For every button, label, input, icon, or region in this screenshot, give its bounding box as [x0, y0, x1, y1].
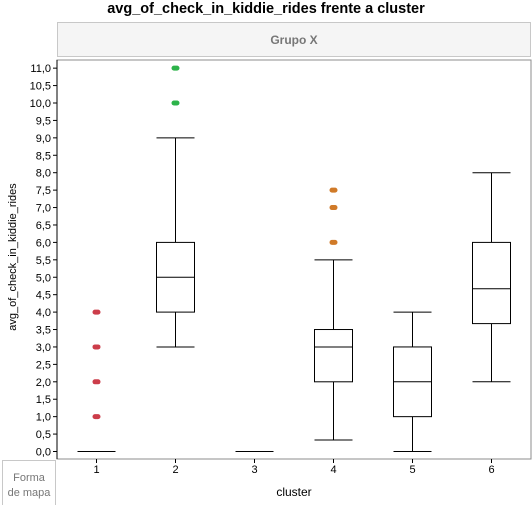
outlier-point [171, 100, 180, 106]
y-tick-label: 11,0 [30, 63, 51, 75]
x-tick-label: 6 [488, 464, 494, 476]
y-tick-label: 9,0 [36, 133, 51, 145]
y-tick-label: 7,0 [36, 203, 51, 215]
outlier-point [92, 414, 101, 420]
y-tick-label: 1,5 [36, 394, 51, 406]
x-tick-label: 2 [172, 464, 178, 476]
y-tick-label: 4,0 [36, 307, 51, 319]
y-tick-label: 7,5 [36, 185, 51, 197]
x-tick-label: 4 [330, 464, 336, 476]
y-tick-label: 10,5 [30, 81, 51, 93]
plot-frame [56, 59, 532, 460]
map-shape-label-line2: de mapa [7, 487, 51, 499]
y-tick-label: 0,0 [36, 447, 51, 459]
y-tick-label: 9,5 [36, 115, 51, 127]
y-tick-label: 1,0 [36, 412, 51, 424]
x-axis-label: cluster [276, 485, 312, 499]
y-tick-label: 6,5 [36, 220, 51, 232]
y-tick-label: 3,0 [36, 342, 51, 354]
y-tick-label: 6,0 [36, 237, 51, 249]
outlier-point [92, 344, 101, 350]
y-tick-label: 8,5 [36, 150, 51, 162]
y-tick-label: 8,0 [36, 168, 51, 180]
outlier-point [92, 309, 101, 315]
outlier-point [329, 187, 338, 193]
y-tick-label: 5,0 [36, 272, 51, 284]
y-tick-label: 0,5 [36, 429, 51, 441]
x-tick-label: 5 [409, 464, 415, 476]
outlier-point [329, 239, 338, 245]
box-iqr [314, 329, 353, 383]
y-tick-label: 2,0 [36, 377, 51, 389]
y-tick-label: 10,0 [30, 98, 51, 110]
outlier-point [329, 205, 338, 211]
map-shape-label-line1: Forma [13, 472, 45, 484]
y-tick-label: 4,5 [36, 290, 51, 302]
outlier-point [92, 379, 101, 385]
map-shape-zone[interactable]: Forma de mapa [2, 460, 56, 505]
x-tick-label: 3 [251, 464, 257, 476]
y-tick-label: 5,5 [36, 255, 51, 267]
y-tick-label: 3,5 [36, 325, 51, 337]
group-header[interactable]: Grupo X [57, 22, 531, 57]
outlier-point [171, 65, 180, 71]
chart-title: avg_of_check_in_kiddie_rides frente a cl… [107, 1, 425, 17]
box-iqr [472, 241, 511, 325]
x-tick-label: 1 [93, 464, 99, 476]
y-tick-label: 2,5 [36, 359, 51, 371]
